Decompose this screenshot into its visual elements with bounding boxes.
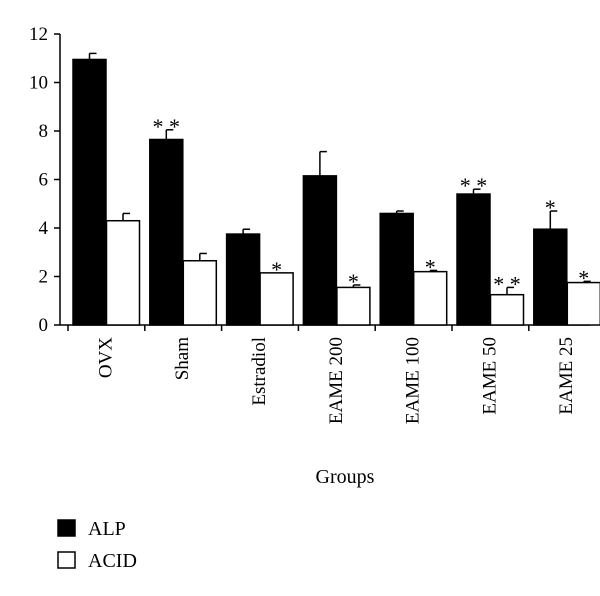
y-tick-label: 6 xyxy=(39,170,49,191)
bar-acid-2 xyxy=(259,272,294,326)
legend-label-acid: ACID xyxy=(88,550,137,572)
bar-acid-5 xyxy=(489,293,525,326)
bar-acid-3 xyxy=(336,286,371,326)
bar-alp-2 xyxy=(225,233,261,326)
bar-alp-1 xyxy=(149,138,184,326)
bar-acid-6 xyxy=(566,281,600,326)
bar-acid-4 xyxy=(412,270,448,326)
legend-label-alp: ALP xyxy=(88,518,126,540)
y-tick-label: 2 xyxy=(39,267,49,288)
y-tick-label: 4 xyxy=(39,218,49,239)
x-category-label: Sham xyxy=(172,337,193,381)
significance-mark: * * xyxy=(460,173,488,198)
legend-swatch-alp xyxy=(57,519,76,537)
bar-alp-6 xyxy=(533,228,568,326)
y-tick-label: 8 xyxy=(39,121,49,142)
significance-mark: * xyxy=(348,269,359,294)
bar-acid-1 xyxy=(182,259,218,326)
labels: OVX Sham Estradiol EAME 200 EAME 100 EAME 50 E… xyxy=(95,337,577,424)
bar-alp-4 xyxy=(379,212,414,326)
bars: * * * * * * * * * * * xyxy=(72,52,600,326)
y-tick-label: 0 xyxy=(39,315,49,336)
x-category-label: EAME 25 xyxy=(556,337,577,415)
bar-acid-0 xyxy=(105,219,141,326)
bar-alp-3 xyxy=(302,175,338,326)
x-category-label: EAME 100 xyxy=(403,337,424,424)
x-category-label: EAME 200 xyxy=(326,337,347,424)
significance-mark: * xyxy=(578,265,589,290)
bar-alp-5 xyxy=(456,193,491,326)
x-category-label: OVX xyxy=(95,337,116,378)
significance-mark: * * xyxy=(153,114,181,139)
significance-mark: * xyxy=(425,254,436,279)
significance-mark: * * xyxy=(493,271,521,296)
y-tick-label: 12 xyxy=(29,24,48,45)
significance-mark: * xyxy=(545,195,556,220)
axes: 0 2 4 6 8 10 12 xyxy=(29,24,590,336)
legend-swatch-acid xyxy=(57,551,76,569)
x-category-label: Estradiol xyxy=(249,337,270,406)
legend: ALP ACID xyxy=(57,518,137,572)
bar-alp-0 xyxy=(72,58,107,326)
x-axis-title: Groups xyxy=(316,466,375,488)
y-tick-label: 10 xyxy=(29,73,48,94)
significance-mark: * xyxy=(271,257,282,282)
x-category-label: EAME 50 xyxy=(479,337,500,415)
